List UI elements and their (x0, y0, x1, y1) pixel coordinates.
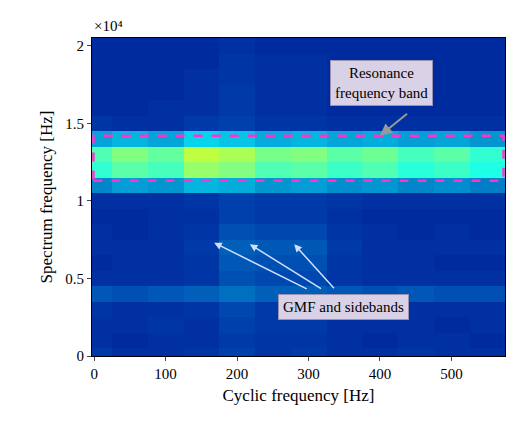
svg-text:Resonancefrequency band: Resonancefrequency band (335, 65, 428, 101)
svg-text:300: 300 (297, 366, 320, 382)
svg-text:GMF and sidebands: GMF and sidebands (283, 299, 404, 315)
svg-text:200: 200 (226, 366, 249, 382)
svg-text:400: 400 (369, 366, 392, 382)
svg-text:Spectrum frequency [Hz]: Spectrum frequency [Hz] (37, 111, 56, 284)
svg-text:1.5: 1.5 (65, 116, 84, 132)
svg-text:0: 0 (77, 348, 85, 364)
svg-text:×10⁴: ×10⁴ (94, 18, 123, 34)
svg-text:1: 1 (77, 193, 85, 209)
svg-text:500: 500 (440, 366, 463, 382)
svg-text:0.5: 0.5 (65, 271, 84, 287)
svg-text:Cyclic frequency [Hz]: Cyclic frequency [Hz] (223, 386, 375, 405)
svg-text:0: 0 (90, 366, 98, 382)
svg-text:100: 100 (154, 366, 177, 382)
svg-text:2: 2 (77, 38, 85, 54)
